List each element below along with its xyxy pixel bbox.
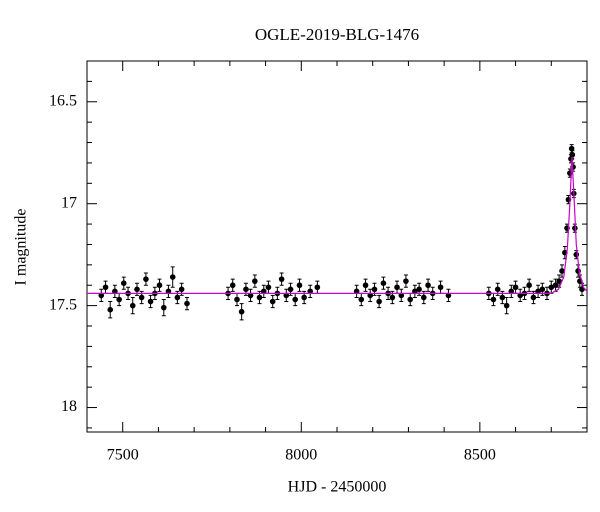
data-point xyxy=(376,298,382,305)
data-point xyxy=(256,294,263,301)
data-point xyxy=(129,302,136,309)
data-point xyxy=(120,280,127,286)
data-point xyxy=(156,282,163,289)
data-point xyxy=(445,292,452,299)
plot-frame xyxy=(86,60,588,433)
data-point xyxy=(184,300,190,307)
x-tick-label: 8500 xyxy=(464,447,496,464)
data-point xyxy=(265,284,272,291)
data-point xyxy=(234,296,240,303)
data-point xyxy=(138,294,145,301)
data-point xyxy=(307,288,314,295)
data-point xyxy=(283,292,290,299)
data-point xyxy=(508,288,515,295)
model-line xyxy=(87,156,588,294)
y-tick-label: 16.5 xyxy=(49,92,77,109)
data-point xyxy=(569,151,576,158)
data-point xyxy=(134,286,140,293)
data-point xyxy=(552,282,559,289)
data-point xyxy=(371,286,378,293)
data-point xyxy=(107,306,114,313)
data-point xyxy=(420,294,427,301)
data-point xyxy=(416,286,422,293)
data-point xyxy=(160,304,167,311)
data-point xyxy=(353,288,360,295)
data-point xyxy=(437,284,444,291)
data-point xyxy=(572,225,578,231)
data-point xyxy=(260,288,267,295)
data-point xyxy=(143,276,149,282)
data-point xyxy=(362,282,369,289)
data-point xyxy=(380,280,387,286)
data-point xyxy=(116,296,122,303)
data-point xyxy=(269,298,276,305)
y-tick-label: 18 xyxy=(61,398,77,415)
data-point xyxy=(169,274,176,280)
x-tick-label: 7500 xyxy=(107,447,139,464)
data-point xyxy=(174,294,181,301)
x-axis-label: HJD - 2450000 xyxy=(288,479,387,496)
data-point xyxy=(367,292,374,299)
data-point xyxy=(287,286,294,293)
data-point xyxy=(252,278,258,284)
data-point xyxy=(178,286,185,293)
chart-title: OGLE-2019-BLG-1476 xyxy=(255,25,419,44)
data-point xyxy=(398,292,405,299)
data-point xyxy=(535,288,541,295)
y-axis-label: I magnitude xyxy=(13,209,30,286)
data-point xyxy=(243,286,249,293)
data-point xyxy=(530,294,537,301)
data-point xyxy=(98,292,105,299)
data-point xyxy=(412,288,418,295)
data-point xyxy=(292,296,299,303)
data-point xyxy=(278,276,285,282)
data-point xyxy=(526,282,532,289)
data-point xyxy=(494,286,501,293)
data-point xyxy=(503,302,510,309)
data-point xyxy=(229,282,236,289)
y-tick-label: 17 xyxy=(61,194,77,211)
data-point xyxy=(556,278,562,284)
data-point xyxy=(548,284,555,291)
data-point xyxy=(102,284,109,291)
data-point xyxy=(403,278,409,284)
data-point xyxy=(358,296,365,303)
data-point xyxy=(517,292,524,299)
data-point xyxy=(573,251,580,258)
data-point xyxy=(539,286,546,293)
data-point xyxy=(389,294,396,301)
data-point xyxy=(165,288,172,295)
data-point xyxy=(490,296,497,303)
data-point xyxy=(147,298,154,305)
data-point xyxy=(407,296,414,303)
data-point xyxy=(238,308,245,315)
data-point xyxy=(499,294,506,301)
data-point xyxy=(296,282,303,289)
data-point xyxy=(314,284,321,291)
data-point xyxy=(301,294,307,301)
y-tick-label: 17.5 xyxy=(49,296,77,313)
data-point xyxy=(247,292,254,299)
data-point xyxy=(512,284,519,291)
data-point xyxy=(559,268,565,274)
data-point xyxy=(568,145,575,152)
x-tick-label: 8000 xyxy=(285,447,317,464)
data-point xyxy=(112,288,118,295)
data-point xyxy=(394,284,400,291)
data-point xyxy=(425,282,431,289)
